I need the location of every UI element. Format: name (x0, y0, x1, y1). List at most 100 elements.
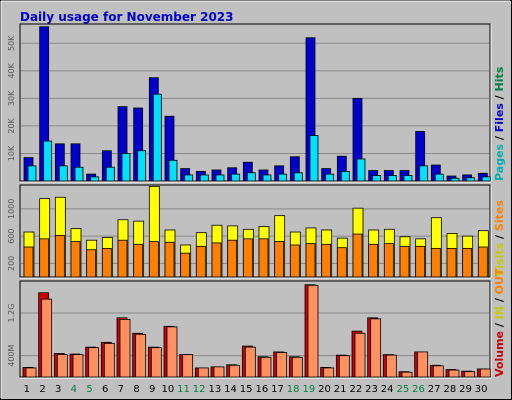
bar-sites (336, 247, 347, 278)
x-tick-label: 23 (365, 384, 378, 395)
bar-sites (305, 243, 316, 278)
x-tick-label: 8 (133, 384, 139, 395)
bar-out (88, 347, 100, 378)
bar-out (417, 351, 429, 378)
bar-pages (356, 158, 366, 182)
x-tick-label: 7 (118, 384, 124, 395)
bar-sites (383, 243, 394, 278)
x-tick-label: 14 (224, 384, 237, 395)
bar-pages (325, 173, 335, 182)
bar-out (291, 356, 303, 378)
bar-pages (466, 177, 476, 182)
bar-sites (195, 245, 206, 278)
bar-sites (54, 235, 65, 278)
bar-pages (481, 176, 491, 182)
bar-sites (415, 245, 426, 278)
bar-out (135, 333, 147, 378)
bar-sites (211, 242, 222, 278)
bar-out (370, 318, 382, 378)
bar-pages (231, 173, 241, 182)
bar-pages (450, 177, 460, 182)
bar-pages (199, 174, 209, 182)
x-tick-label: 5 (86, 384, 92, 395)
bar-pages (387, 175, 397, 182)
panel-visits-sites (19, 184, 492, 279)
panel-top-bg (19, 23, 491, 182)
bar-pages (121, 153, 131, 182)
bar-pages (293, 172, 303, 182)
y-tick-label-top: 40K (7, 62, 16, 78)
x-tick-label: 9 (149, 384, 155, 395)
x-tick-label: 11 (177, 384, 190, 395)
bar-sites (446, 247, 457, 278)
bar-pages (246, 172, 256, 182)
x-tick-label: 20 (318, 384, 331, 395)
bar-out (229, 364, 241, 378)
x-tick-label: 27 (428, 384, 441, 395)
legend-top: Pages / Files / Hits (493, 66, 506, 181)
chart-marks: 10K 20K 30K 40K 50K 200 600 1000 400M 1.2G (7, 26, 491, 378)
panel-hits-files-pages (19, 23, 492, 183)
bar-out (244, 346, 256, 378)
bar-out (166, 326, 178, 378)
legend-part: OUT (493, 268, 506, 294)
x-tick-label: 21 (334, 384, 347, 395)
legend-part: IN (493, 306, 506, 319)
y-tick-label-bottom: 1.2G (7, 304, 16, 323)
x-tick-label: 28 (443, 384, 456, 395)
bar-sites (39, 238, 50, 278)
bar-pages (43, 140, 53, 182)
bar-sites (462, 247, 473, 278)
bar-out (401, 371, 413, 378)
x-tick-label: 4 (71, 384, 77, 395)
bar-sites (321, 243, 332, 278)
bar-pages (403, 175, 413, 182)
bar-sites (368, 243, 379, 278)
x-tick-label: 6 (102, 384, 108, 395)
bar-out (276, 352, 288, 378)
y-tick-label-top: 50K (7, 35, 16, 51)
bar-sites (242, 238, 253, 278)
bar-out (119, 318, 131, 378)
y-tick-label-bottom: 400M (7, 344, 16, 366)
x-tick-label: 24 (381, 384, 394, 395)
bar-out (150, 347, 162, 378)
bar-sites (180, 252, 191, 278)
bar-pages (58, 165, 68, 182)
bar-sites (258, 238, 269, 278)
bar-out (307, 284, 319, 378)
bar-pages (262, 174, 272, 182)
bar-out (41, 298, 53, 378)
x-tick-label: 16 (255, 384, 268, 395)
x-tick-label: 13 (208, 384, 221, 395)
bar-out (448, 369, 460, 378)
x-tick-label: 19 (302, 384, 315, 395)
bar-sites (164, 241, 175, 278)
bar-sites (70, 241, 81, 278)
bar-sites (399, 245, 410, 278)
y-tick-label-top: 20K (7, 117, 16, 133)
bar-sites (86, 249, 97, 278)
y-tick-label-middle: 600 (7, 228, 16, 243)
bar-pages (419, 165, 429, 182)
legend-part: Hits (493, 66, 506, 91)
x-tick-label: 26 (412, 384, 425, 395)
x-tick-label: 22 (349, 384, 362, 395)
y-tick-label-middle: 1000 (7, 199, 16, 219)
legend-part: Volume (493, 331, 506, 377)
bar-sites (117, 239, 128, 278)
x-tick-label: 25 (396, 384, 409, 395)
bar-pages (372, 175, 382, 182)
bar-out (25, 367, 37, 378)
bar-sites (289, 244, 300, 278)
bar-pages (215, 174, 225, 182)
bar-pages (168, 159, 178, 182)
bar-pages (278, 173, 288, 182)
legend-bottom: Volume / IN / OUT (493, 268, 506, 377)
bar-sites (133, 243, 144, 278)
bar-sites (430, 247, 441, 278)
bar-out (103, 342, 115, 378)
y-tick-label-top: 30K (7, 90, 16, 106)
bar-sites (274, 241, 285, 278)
